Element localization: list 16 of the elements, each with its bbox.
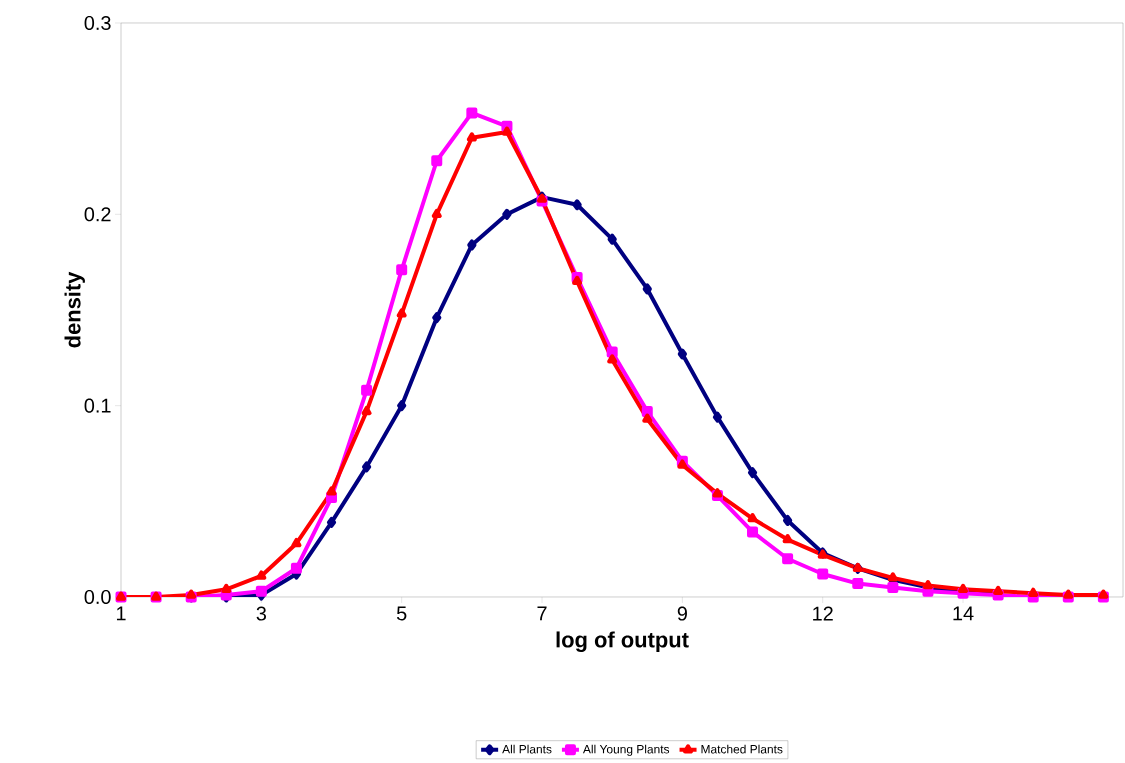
x-tick-label: 5: [396, 606, 407, 621]
y-tick-label: 0.3: [84, 15, 111, 31]
legend-label: All Plants: [502, 744, 552, 754]
x-tick-label: 14: [953, 606, 974, 621]
legend-label: All Young Plants: [582, 744, 670, 756]
x-tick-label: 1: [116, 606, 126, 621]
y-tick-label: 0.2: [84, 207, 111, 222]
x-axis-title: log of output: [556, 631, 689, 652]
x-tick-label: 12: [813, 606, 833, 621]
y-axis-title: density: [64, 271, 85, 348]
x-tick-label: 3: [256, 606, 267, 621]
x-tick-label: 7: [537, 606, 547, 621]
x-tick-label: 9: [677, 606, 687, 621]
legend-label: Matched Plants: [701, 744, 783, 754]
y-tick-label: 0.0: [84, 589, 111, 605]
y-tick-label: 0.1: [84, 398, 111, 413]
